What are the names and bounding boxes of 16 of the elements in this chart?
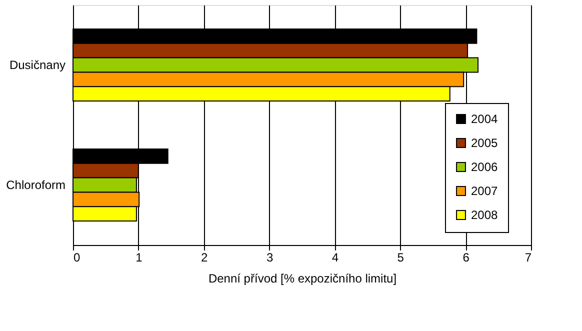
x-tick-label: 6 [462, 250, 470, 264]
x-tick-label: 7 [524, 250, 532, 264]
x-tick-label: 1 [136, 250, 143, 264]
legend-label: 2007 [471, 184, 498, 198]
legend-label: 2008 [471, 208, 498, 222]
y-tick-label: Chloroform [6, 178, 66, 192]
x-axis-title: Denní přívod [% expozičního limitu] [208, 272, 397, 286]
x-tick-label: 5 [397, 250, 404, 264]
legend-label: 2004 [471, 112, 498, 126]
legend-label: 2005 [471, 136, 498, 150]
y-tick-label: Dusičnany [9, 58, 66, 72]
x-tick-label: 4 [332, 250, 339, 264]
x-tick-label: 0 [74, 250, 80, 264]
x-tick-label: 3 [266, 250, 274, 264]
x-tick-label: 2 [201, 250, 208, 264]
legend-label: 2006 [471, 160, 498, 174]
